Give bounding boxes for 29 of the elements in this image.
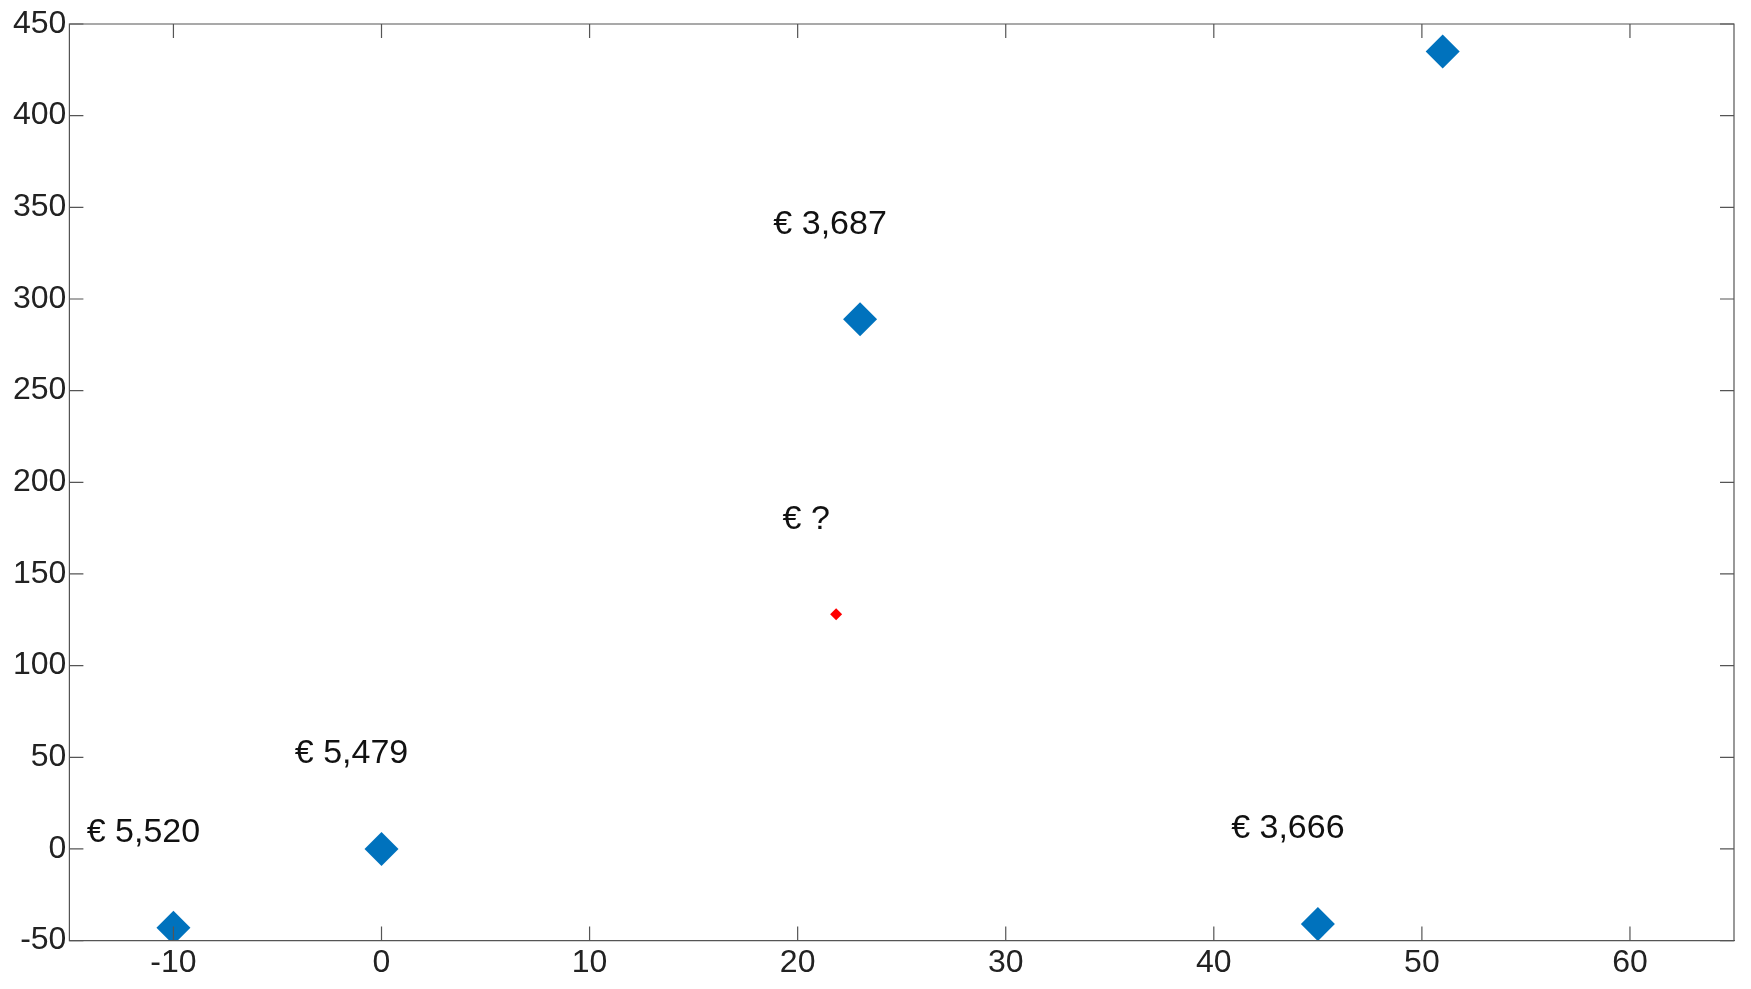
y-tick-label: 350 — [13, 187, 67, 224]
x-tick-label: 10 — [571, 942, 608, 979]
x-tick-label: 30 — [987, 942, 1024, 979]
point — [843, 302, 878, 337]
x-tick-label: 40 — [1196, 942, 1232, 979]
x-tick-label: 50 — [1404, 942, 1440, 979]
y-tick-label: 200 — [13, 462, 67, 499]
y-tick-label: 450 — [13, 3, 67, 40]
y-tick-label: 250 — [13, 370, 67, 407]
y-tick-label: 400 — [13, 95, 67, 132]
x-tick-label: 0 — [372, 942, 391, 979]
point — [1425, 34, 1460, 69]
y-tick-label: 50 — [30, 737, 67, 774]
point — [364, 831, 399, 866]
x-tick-label: 60 — [1612, 942, 1648, 979]
point — [830, 608, 843, 621]
y-tick-label: 100 — [13, 645, 67, 682]
x-tick-label: 20 — [779, 942, 816, 979]
point — [1300, 907, 1335, 941]
annotation: € 5,520 — [86, 811, 201, 850]
annotation: € 3,666 — [1231, 807, 1345, 846]
y-tick-label: 300 — [13, 278, 67, 315]
annotation: € 5,479 — [294, 732, 409, 771]
x-tick-label: -10 — [150, 942, 197, 979]
y-tick-label: 0 — [48, 828, 67, 865]
annotation: € 3,687 — [773, 202, 887, 241]
annotation: € ? — [782, 497, 830, 536]
y-tick-label: 150 — [13, 553, 67, 590]
y-tick-label: -50 — [20, 920, 67, 957]
